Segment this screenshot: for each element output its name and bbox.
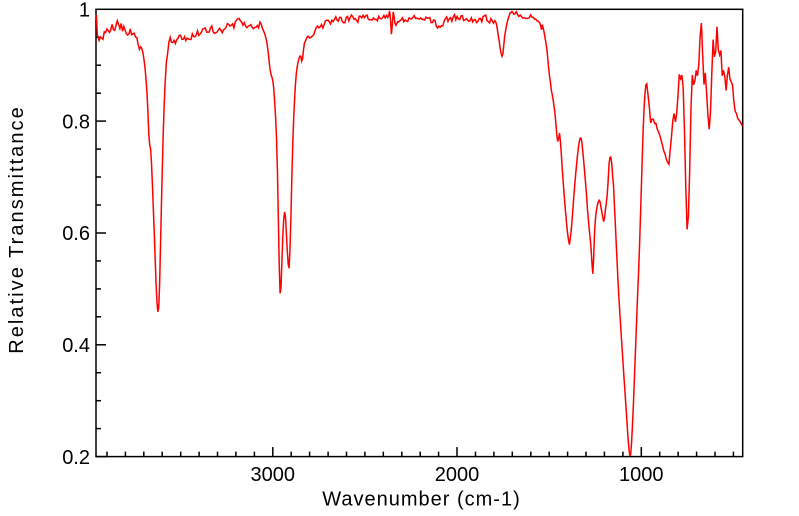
- svg-text:0.8: 0.8: [62, 111, 90, 133]
- svg-text:Wavenumber (cm-1): Wavenumber (cm-1): [322, 489, 521, 511]
- svg-text:0.4: 0.4: [62, 335, 90, 357]
- svg-text:Relative Transmittance: Relative Transmittance: [6, 105, 28, 354]
- svg-text:3000: 3000: [251, 464, 296, 486]
- svg-text:0.2: 0.2: [62, 447, 90, 469]
- svg-text:2000: 2000: [435, 464, 480, 486]
- svg-text:1: 1: [79, 0, 90, 22]
- svg-text:0.6: 0.6: [62, 223, 90, 245]
- svg-text:1000: 1000: [619, 464, 664, 486]
